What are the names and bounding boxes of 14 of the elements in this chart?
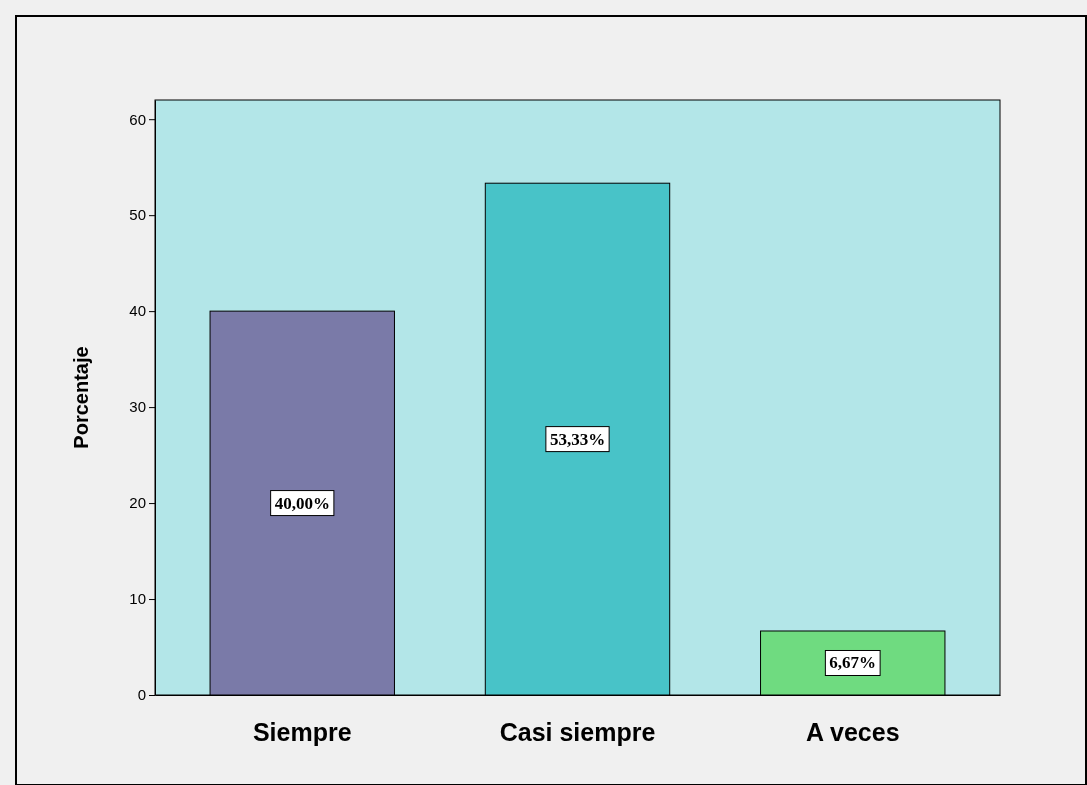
y-tick-label: 60 (129, 110, 146, 128)
x-tick-label: Casi siempre (499, 717, 656, 746)
data-label: 6,67% (829, 653, 877, 673)
y-axis-title: Porcentaje (70, 346, 92, 449)
y-tick-label: 0 (137, 686, 146, 704)
x-tick-label: A veces (805, 717, 900, 746)
y-tick-label: 20 (129, 494, 146, 512)
y-tick-label: 50 (129, 206, 146, 224)
data-label: 53,33% (549, 429, 606, 449)
y-tick-label: 30 (129, 398, 146, 416)
y-tick-label: 40 (129, 302, 146, 320)
data-label: 40,00% (274, 493, 330, 513)
y-tick-label: 10 (129, 590, 146, 608)
x-tick-label: Siempre (252, 717, 352, 746)
